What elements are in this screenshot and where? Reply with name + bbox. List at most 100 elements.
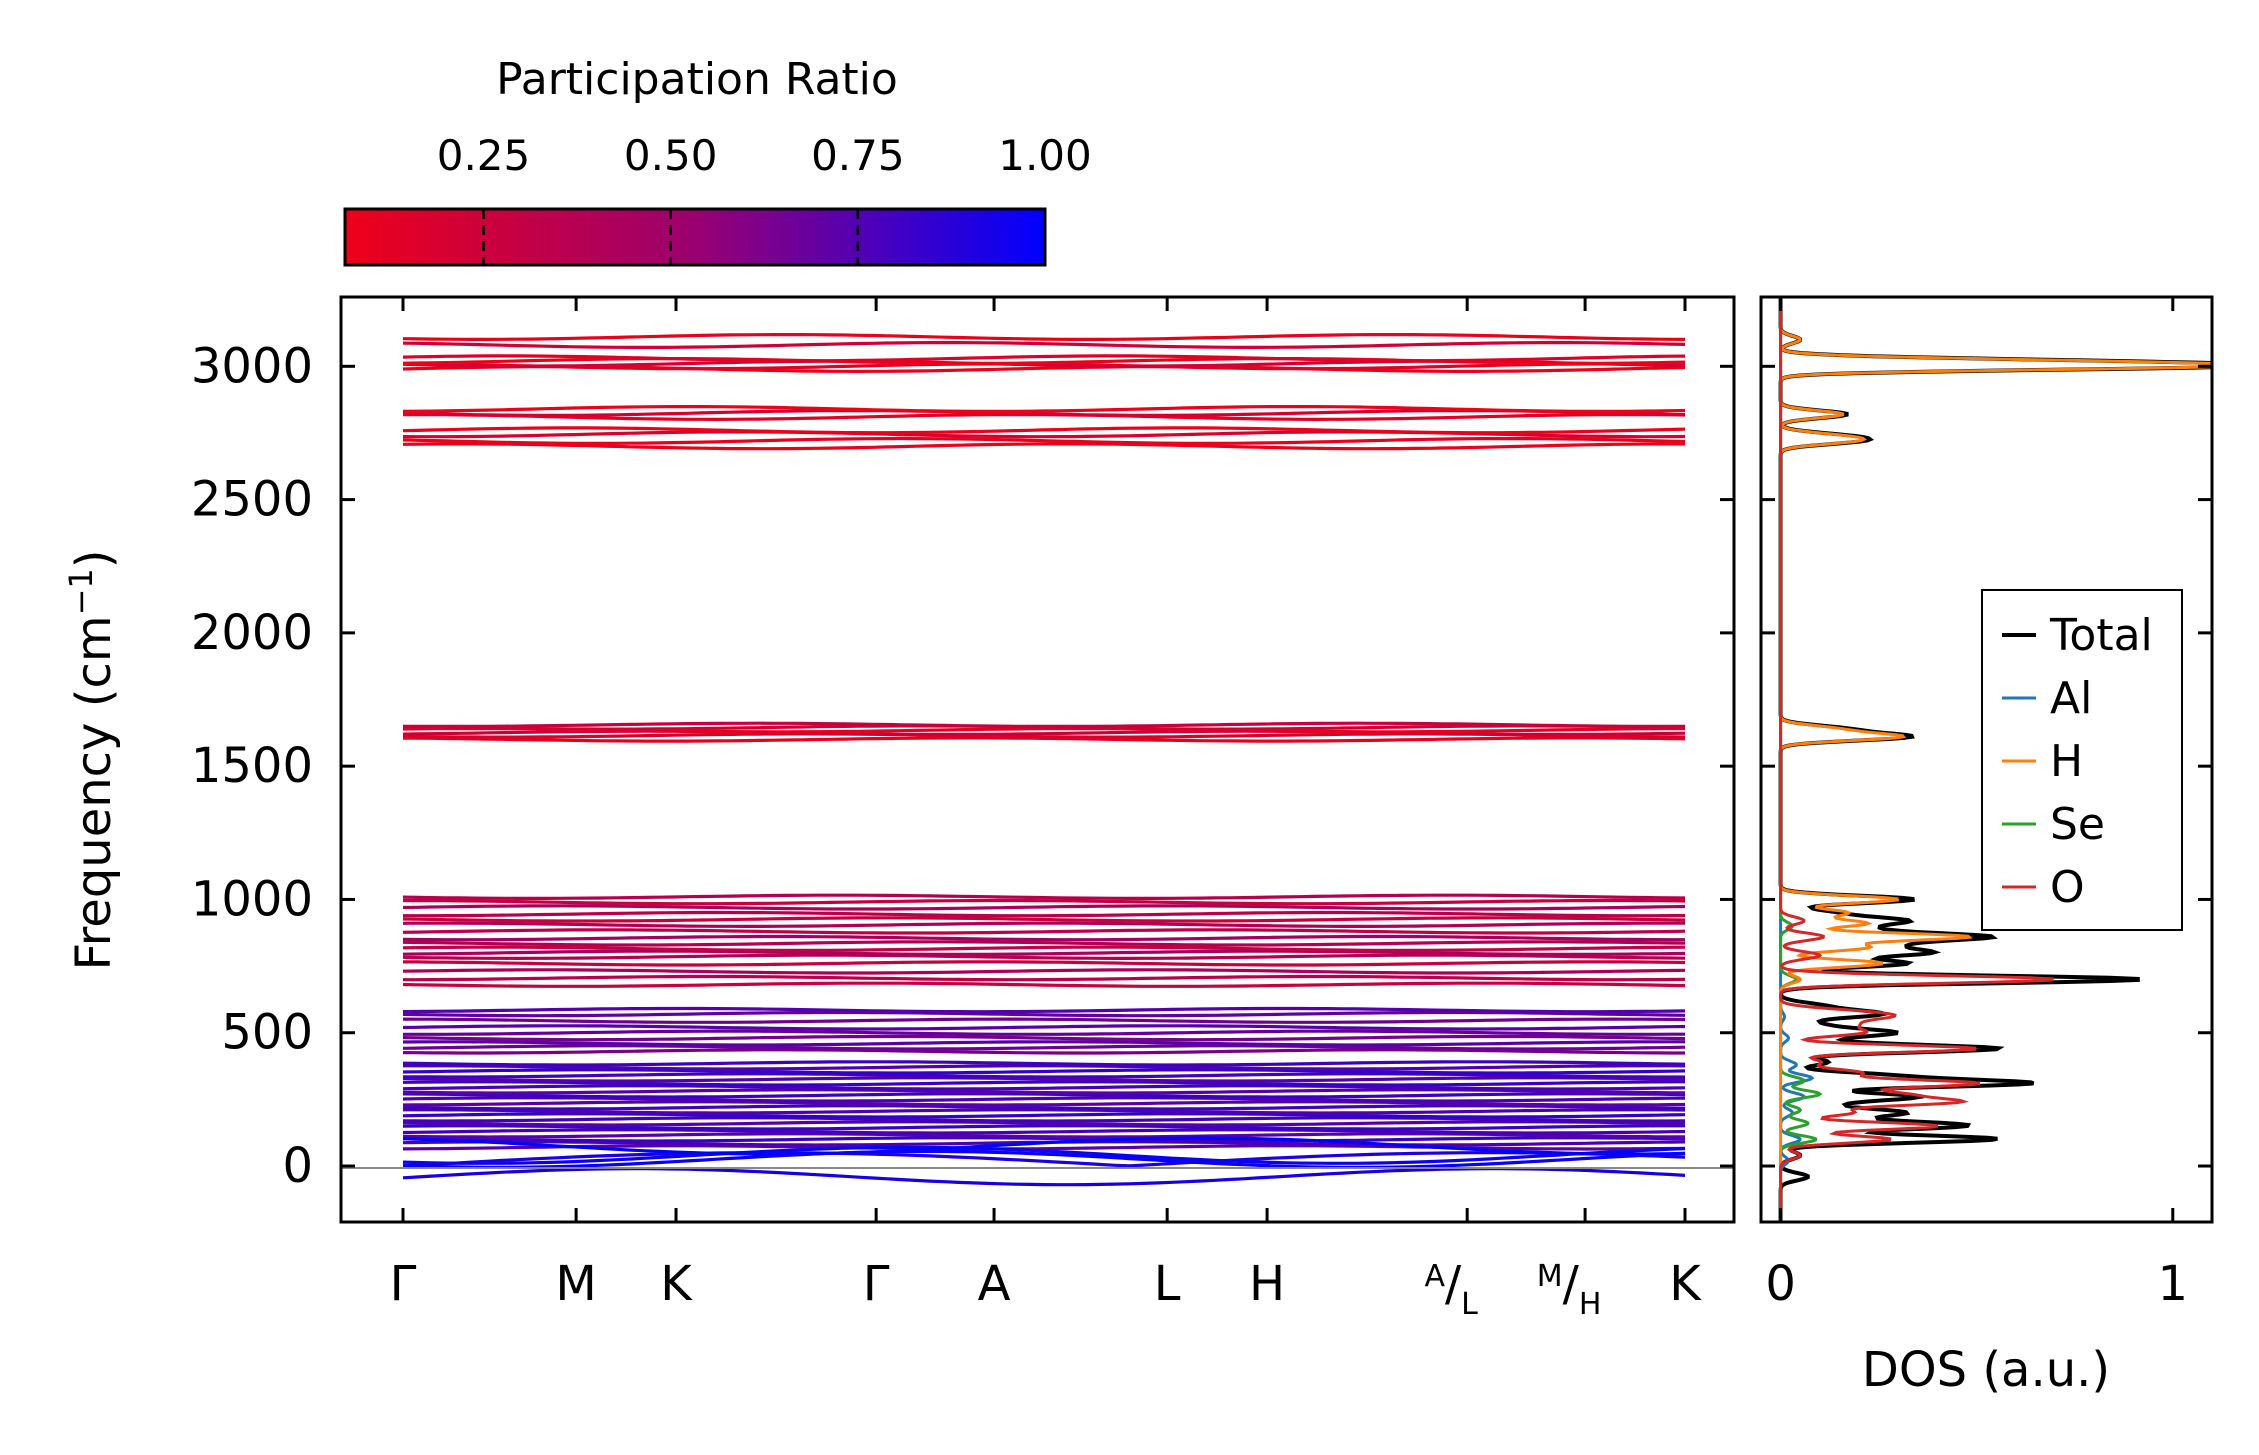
band-line [402,1136,1686,1143]
band-line [402,1104,1686,1111]
y-tick-label: 1500 [191,738,313,794]
band-line [403,721,1685,728]
legend-items: Total Al H Se O [2002,610,2153,913]
y-tick-label: 2500 [191,472,313,528]
legend-label: O [2050,862,2085,913]
band-line [402,904,1686,911]
band-line [402,898,1686,906]
path-label: A [978,1256,1011,1312]
dos-x-tick-label: 1 [2158,1256,2189,1312]
band-line [402,1080,1685,1087]
y-axis-label: Frequency (cm−1) [62,549,122,970]
band-line [402,341,1686,349]
path-label-sup: M [1537,1259,1563,1294]
band-line [402,928,1686,935]
band-line [402,1151,1686,1168]
band-line [402,736,1686,743]
band-line [402,893,1686,900]
band-line [403,974,1686,982]
y-tick-label: 3000 [191,338,313,394]
band-line [402,1010,1686,1018]
path-label: L [1154,1256,1181,1312]
band-line [402,1040,1685,1047]
legend-label: Se [2050,799,2105,850]
band-line [402,1060,1686,1067]
band-line [402,1084,1686,1091]
band-line [402,1044,1686,1051]
x-axis-label-dos: DOS (a.u.) [1862,1342,2110,1398]
legend-label: Total [2049,610,2153,661]
band-line [403,910,1686,918]
band-line [402,1167,1686,1187]
band-line [402,354,1686,363]
colorbar: Participation Ratio 0.25 0.50 0.75 1.00 [343,54,1092,267]
path-label: Γ [863,1256,890,1312]
band-line [403,960,1686,967]
y-tick-label: 0 [282,1138,313,1194]
band-line [402,442,1685,451]
y-tick-label: 1000 [191,871,313,927]
band-line [402,436,1686,445]
colorbar-tick-label: 1.00 [998,131,1092,180]
band-line [402,1068,1686,1075]
band-line [402,1124,1685,1131]
path-label: K [660,1256,693,1312]
path-label: A/L [1424,1256,1478,1322]
colorbar-gradient [343,207,1047,267]
legend-label: H [2050,736,2083,787]
band-line [402,1096,1686,1103]
band-line [402,1017,1686,1024]
band-line [402,1136,1686,1156]
band-line [402,1034,1686,1042]
dos-x-tick-label: 0 [1765,1256,1796,1312]
band-line [402,968,1686,975]
band-line [402,1112,1686,1119]
y-tick-label: 2000 [191,605,313,661]
band-line [402,953,1686,961]
colorbar-tick-label: 0.25 [437,131,531,180]
path-label-sub: L [1461,1287,1478,1322]
band-line [402,921,1685,928]
path-label: K [1669,1256,1702,1312]
path-label: H [1249,1256,1285,1312]
y-label-main: Frequency (cm [66,615,122,970]
band-line [402,1006,1686,1014]
band-line [402,949,1686,957]
band-line [402,333,1686,341]
path-label: Γ [390,1256,417,1312]
band-line [402,1024,1686,1031]
path-label-slash: / [1563,1256,1580,1312]
dos-frame [1759,295,2214,1224]
legend-label: Al [2050,673,2092,724]
band-line [403,1029,1685,1036]
band-line [403,1116,1686,1123]
colorbar-title: Participation Ratio [496,54,898,105]
band-line [402,1076,1686,1083]
path-label: M/H [1537,1256,1602,1322]
dos-curves [1778,297,2212,1222]
band-line [402,945,1686,952]
band-frame [339,295,1736,1224]
band-line [402,1120,1686,1127]
band-line [403,1108,1686,1115]
path-label-sup: A [1424,1259,1445,1294]
band-line [402,1092,1686,1099]
band-line [402,1128,1686,1135]
path-label: M [555,1256,596,1312]
colorbar-tick-label: 0.75 [811,131,905,180]
y-label-close: ) [66,549,122,568]
band-line [403,1064,1686,1071]
legend-frame [1981,589,2183,931]
band-lines [402,333,1686,1187]
path-label-sub: H [1579,1287,1602,1322]
band-line [402,426,1686,435]
band-line [402,1145,1686,1165]
band-line [402,934,1685,942]
y-label-sup: −1 [62,568,100,615]
dos-line-o [1779,297,2054,1222]
